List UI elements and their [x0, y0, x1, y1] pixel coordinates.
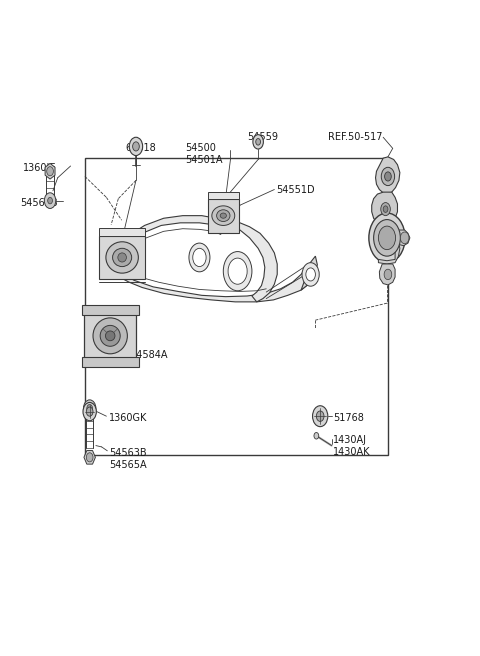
Text: 62618: 62618 [125, 144, 156, 154]
Polygon shape [301, 256, 317, 290]
Polygon shape [208, 192, 239, 199]
Polygon shape [372, 192, 397, 226]
Ellipse shape [212, 206, 235, 226]
Circle shape [129, 137, 143, 155]
Circle shape [400, 232, 409, 244]
Polygon shape [123, 216, 225, 250]
Text: 1360GK: 1360GK [109, 413, 147, 423]
Text: 1430AJ: 1430AJ [333, 436, 367, 445]
Ellipse shape [113, 249, 132, 266]
Text: 54565A: 54565A [109, 460, 146, 470]
Circle shape [86, 407, 93, 416]
Text: 1360JE: 1360JE [23, 163, 56, 173]
Bar [85, 158, 388, 455]
Circle shape [378, 226, 396, 250]
Circle shape [381, 203, 390, 216]
Circle shape [383, 206, 388, 213]
Circle shape [132, 142, 139, 151]
Text: 54501A: 54501A [185, 155, 223, 165]
Circle shape [384, 269, 392, 279]
Polygon shape [121, 264, 314, 302]
Text: 54563B: 54563B [109, 449, 146, 459]
Circle shape [314, 432, 319, 439]
Circle shape [47, 167, 53, 176]
Polygon shape [398, 230, 410, 246]
Circle shape [306, 268, 315, 281]
Circle shape [253, 134, 264, 149]
Polygon shape [379, 264, 395, 285]
Polygon shape [82, 305, 139, 315]
Text: 54584A: 54584A [130, 350, 168, 360]
Polygon shape [84, 451, 96, 464]
Polygon shape [225, 220, 277, 302]
Circle shape [86, 453, 93, 462]
Circle shape [369, 213, 405, 262]
Polygon shape [84, 312, 136, 360]
Circle shape [228, 258, 247, 284]
Circle shape [87, 405, 93, 412]
Polygon shape [99, 236, 145, 279]
Text: 54500: 54500 [185, 144, 216, 154]
Circle shape [384, 172, 391, 181]
Polygon shape [45, 163, 55, 179]
Circle shape [189, 243, 210, 272]
Polygon shape [208, 199, 239, 233]
Circle shape [316, 411, 324, 421]
Ellipse shape [106, 242, 138, 273]
Ellipse shape [106, 331, 115, 340]
Text: 54559: 54559 [247, 133, 278, 142]
Circle shape [373, 220, 400, 256]
Ellipse shape [93, 318, 127, 354]
Ellipse shape [220, 213, 227, 218]
Text: 54564B: 54564B [21, 197, 58, 207]
Circle shape [381, 167, 395, 186]
Circle shape [312, 405, 328, 426]
Circle shape [48, 197, 52, 204]
Circle shape [44, 193, 56, 209]
Circle shape [223, 251, 252, 291]
Ellipse shape [118, 253, 126, 262]
Polygon shape [378, 238, 400, 264]
Circle shape [256, 138, 261, 145]
Circle shape [84, 400, 96, 417]
Circle shape [83, 403, 96, 420]
Polygon shape [99, 228, 145, 236]
Text: 1430AK: 1430AK [333, 447, 371, 457]
Circle shape [302, 262, 319, 286]
Text: 51768: 51768 [333, 413, 364, 423]
Ellipse shape [100, 325, 120, 346]
Polygon shape [375, 157, 400, 194]
Circle shape [193, 249, 206, 266]
Text: 54551D: 54551D [276, 184, 314, 195]
Ellipse shape [216, 210, 230, 222]
Polygon shape [82, 357, 139, 367]
Text: REF.50-517: REF.50-517 [328, 133, 383, 142]
